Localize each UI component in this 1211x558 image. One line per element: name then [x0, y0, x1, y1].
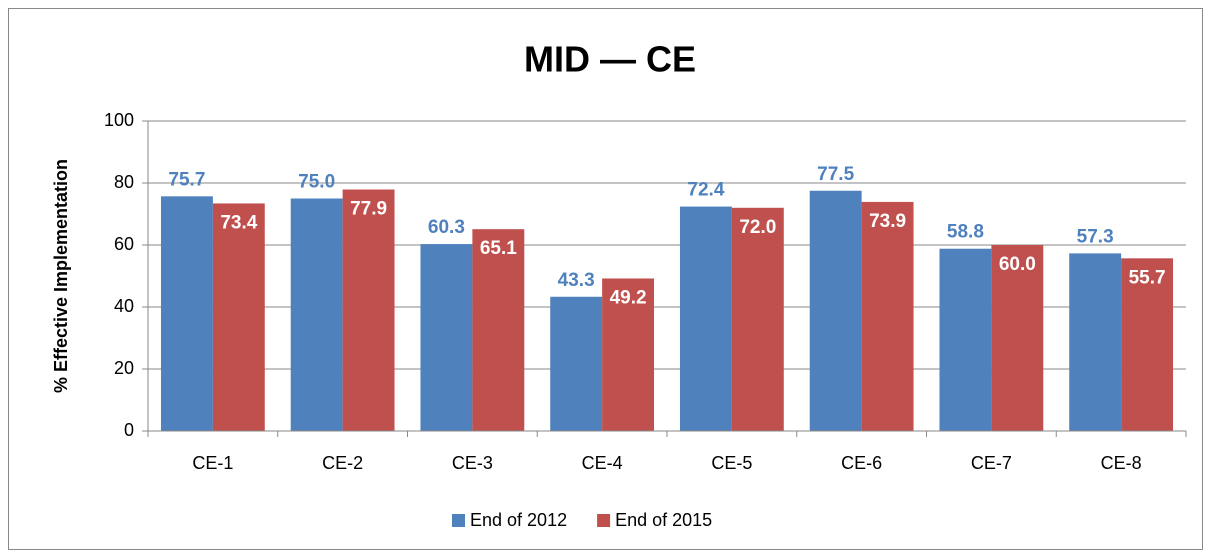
bar	[420, 244, 473, 431]
data-label: 72.4	[687, 180, 724, 201]
data-label: 77.5	[817, 164, 854, 185]
data-label: 77.9	[350, 199, 387, 220]
bar	[472, 229, 525, 431]
data-label: 43.3	[558, 270, 595, 291]
bar	[212, 203, 265, 431]
x-tick-label: CE-5	[711, 453, 752, 473]
bar	[290, 198, 343, 431]
bar	[939, 248, 992, 431]
bar	[1121, 258, 1174, 431]
x-tick-label: CE-6	[841, 453, 882, 473]
data-label: 60.3	[428, 217, 465, 238]
bar	[861, 201, 914, 431]
bar	[602, 278, 655, 431]
y-tick-label: 0	[124, 420, 134, 440]
legend-swatch	[597, 514, 611, 527]
legend-label: End of 2015	[615, 510, 712, 530]
bar	[809, 190, 862, 431]
y-tick-label: 100	[104, 110, 134, 130]
data-label: 75.7	[168, 169, 205, 190]
y-tick-label: 40	[114, 296, 134, 316]
x-tick-label: CE-8	[1101, 453, 1142, 473]
data-label: 58.8	[947, 222, 984, 243]
x-tick-label: CE-7	[971, 453, 1012, 473]
data-label: 73.9	[869, 211, 906, 232]
x-tick-label: CE-3	[452, 453, 493, 473]
y-tick-label: 80	[114, 172, 134, 192]
legend-swatch	[452, 514, 465, 527]
data-label: 75.0	[298, 172, 335, 193]
data-label: 57.3	[1077, 226, 1114, 247]
bar	[991, 245, 1044, 431]
data-label: 72.0	[739, 217, 776, 238]
y-tick-label: 60	[114, 234, 134, 254]
data-label: 49.2	[610, 287, 647, 308]
y-tick-label: 20	[114, 358, 134, 378]
bar	[679, 206, 732, 431]
x-tick-label: CE-2	[322, 453, 363, 473]
bar	[342, 189, 395, 431]
legend-label: End of 2012	[470, 510, 567, 530]
bar	[550, 296, 603, 431]
x-tick-label: CE-4	[582, 453, 623, 473]
data-label: 55.7	[1129, 267, 1166, 288]
data-label: 60.0	[999, 254, 1036, 275]
x-tick-label: CE-1	[192, 453, 233, 473]
bar	[1069, 253, 1122, 431]
bar	[160, 196, 213, 431]
data-label: 65.1	[480, 238, 517, 259]
y-axis-label: % Effective Implementation	[51, 159, 71, 393]
chart-title: MID — CE	[524, 39, 696, 80]
data-label: 73.4	[220, 212, 257, 233]
bar	[731, 207, 784, 431]
